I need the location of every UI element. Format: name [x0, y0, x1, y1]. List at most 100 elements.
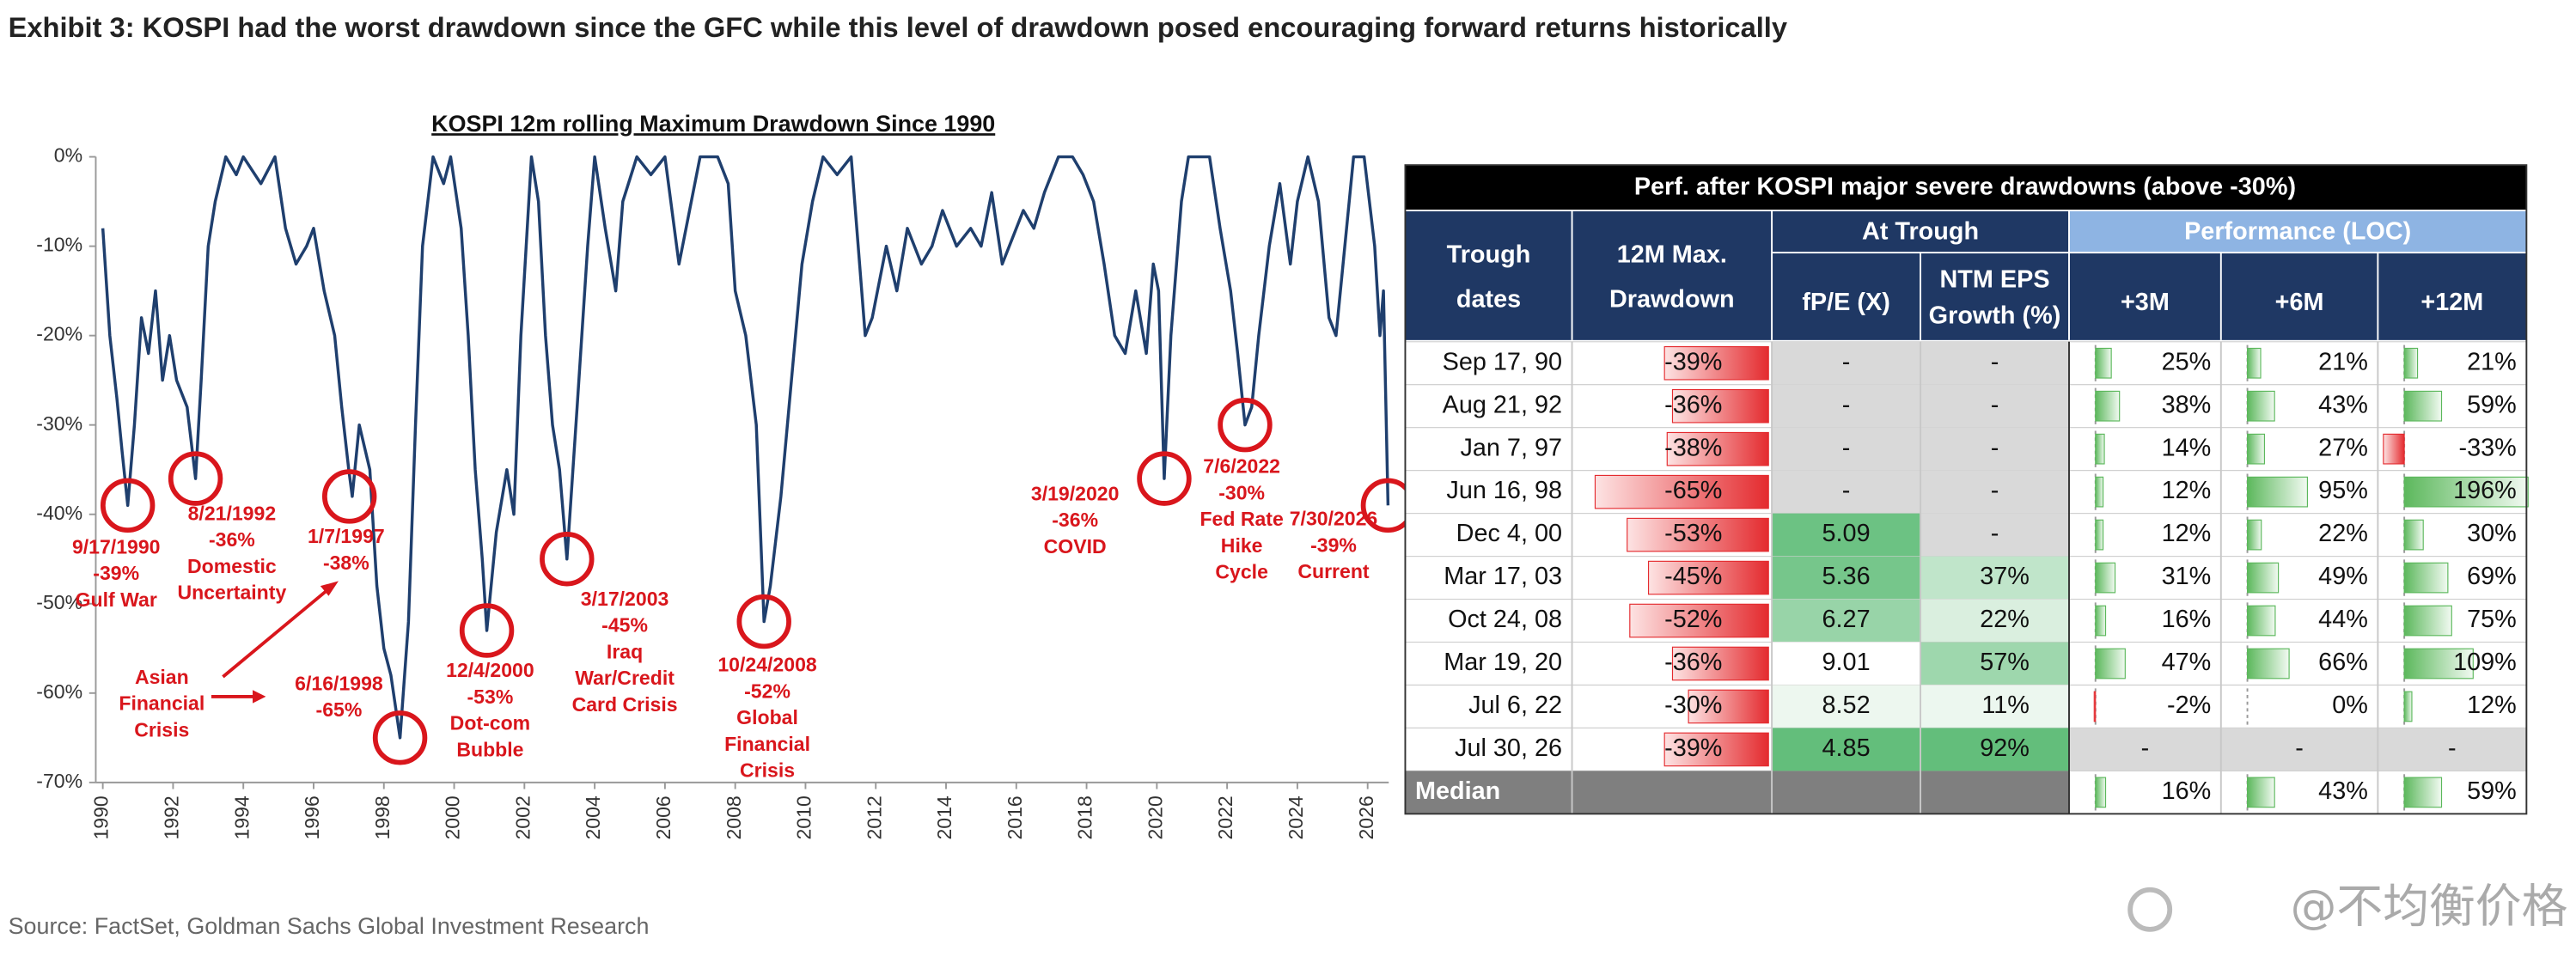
x-tick-label: 1990 — [90, 795, 113, 839]
drawdown-bar — [1594, 474, 1769, 509]
cell-value: - — [2295, 734, 2304, 762]
y-tick-label: -10% — [36, 234, 82, 256]
perf-bar — [2095, 390, 2121, 422]
cell-value: - — [1991, 391, 1999, 418]
annotation-circle — [459, 603, 515, 658]
median-bg — [1405, 771, 2070, 814]
cell-value: - — [1991, 434, 1999, 461]
y-tick-label: -20% — [36, 323, 82, 345]
annotation-text: Card Crisis — [572, 693, 678, 716]
cell-value: - — [1991, 348, 1999, 375]
cell-value: -45% — [1664, 563, 1722, 590]
drawdown-bar — [1671, 646, 1769, 681]
annotation-circle — [100, 478, 156, 533]
callout-arrow — [222, 586, 332, 679]
callout: Asian Financial Crisis — [119, 581, 339, 740]
trough-date: Jul 6, 22 — [1468, 692, 1562, 719]
cell-value: 57% — [1980, 649, 2030, 676]
cell-value: 25% — [2162, 348, 2212, 375]
median-label: Median — [1415, 777, 1500, 805]
cell-value: - — [1991, 477, 1999, 504]
arrow-head — [253, 690, 266, 704]
perf-bar — [2403, 390, 2443, 422]
group-header: At Trough — [1862, 218, 1979, 246]
annotation-text: Uncertainty — [177, 582, 286, 604]
annotation-circle — [736, 594, 791, 649]
cell-value: -36% — [1664, 649, 1722, 676]
median-perf-bg — [2068, 770, 2527, 814]
trough-date: Jun 16, 98 — [1446, 477, 1562, 504]
x-tick-label: 1996 — [301, 795, 323, 839]
callout-text: Asian — [135, 666, 189, 688]
cell-value: 27% — [2318, 434, 2368, 461]
cell-value: -65% — [1664, 477, 1722, 504]
table-title-bg — [1405, 165, 2527, 210]
perf-bar — [2093, 691, 2097, 722]
annotation-text: 10/24/2008 — [717, 654, 817, 676]
cell-value: -38% — [1664, 434, 1722, 461]
cell-value: 4.85 — [1822, 734, 1871, 762]
annotation-text: Domestic — [187, 555, 277, 577]
cell-value: 12% — [2162, 520, 2212, 547]
perf-bar — [2095, 777, 2107, 808]
cell-value: 109% — [2453, 649, 2517, 676]
perf-group-bg — [2069, 210, 2527, 253]
watermark-logo — [2127, 887, 2173, 932]
perf-bar — [2403, 562, 2449, 594]
column-header: Growth (%) — [1929, 302, 2061, 330]
annotation-text: -36% — [209, 528, 255, 551]
drawdown-bar — [1663, 345, 1769, 381]
empty-cell — [1772, 341, 1921, 385]
drawdown-line — [101, 155, 1390, 740]
column-header: dates — [1456, 285, 1521, 313]
cell-value: 49% — [2318, 563, 2368, 590]
cell-value: - — [1842, 434, 1851, 461]
x-tick-label: 2014 — [933, 795, 955, 839]
trough-date: Oct 24, 08 — [1448, 606, 1562, 633]
drawdown-chart: 0% -10% -20% -30% -40% -50% -60% -70% 1990 1992 19… — [36, 144, 1416, 840]
eps-cell — [1920, 556, 2070, 600]
pe-cell — [1772, 642, 1921, 686]
cell-value: -30% — [1664, 692, 1722, 719]
annotation-circle — [1218, 397, 1273, 453]
cell-value: 0% — [2332, 692, 2368, 719]
drawdown-bar — [1663, 732, 1769, 767]
cell-value: 37% — [1980, 563, 2030, 590]
cell-value: - — [1842, 348, 1851, 375]
perf-bar — [2246, 777, 2275, 808]
watermark: @不均衡价格 — [2291, 879, 2568, 933]
group-header: Performance (LOC) — [2184, 218, 2411, 246]
cell-value: 21% — [2467, 348, 2517, 375]
annotation-text: 3/19/2020 — [1031, 482, 1120, 504]
perf-bar — [2246, 648, 2290, 680]
annotation-text: Iraq — [607, 640, 643, 662]
annotation-text: Hike — [1221, 534, 1263, 557]
y-tick-label: -60% — [36, 680, 82, 703]
empty-cell — [2378, 728, 2527, 771]
annotation-text: Bubble — [456, 738, 523, 760]
trough-date: Aug 21, 92 — [1443, 391, 1562, 418]
callout-text: Crisis — [134, 718, 189, 740]
cell-value: 12% — [2162, 477, 2212, 504]
annotation-text: -52% — [744, 680, 791, 702]
annotation-text: 3/17/2003 — [581, 588, 669, 610]
perf-bar — [2403, 777, 2443, 808]
trough-date: Jul 30, 26 — [1455, 734, 1562, 762]
annotation-text: 6/16/1998 — [295, 672, 383, 694]
x-tick-label: 2026 — [1355, 795, 1377, 839]
pe-cell — [1772, 556, 1921, 600]
annotation-text: 7/6/2022 — [1203, 455, 1280, 478]
cell-value: 38% — [2162, 391, 2212, 418]
annotation-text: -36% — [1052, 509, 1098, 531]
perf-bar — [2246, 605, 2276, 637]
empty-cell — [2069, 728, 2221, 771]
drawdown-bar — [1671, 388, 1769, 424]
empty-cell — [1920, 384, 2070, 428]
median-value: 16% — [2162, 777, 2212, 805]
chart-title: KOSPI 12m rolling Maximum Drawdown Since… — [431, 111, 995, 137]
cell-value: 8.52 — [1822, 692, 1871, 719]
cell-value: 95% — [2318, 477, 2368, 504]
x-tick-label: 2010 — [793, 795, 815, 839]
annotation-text: 7/30/2026 — [1290, 508, 1378, 530]
